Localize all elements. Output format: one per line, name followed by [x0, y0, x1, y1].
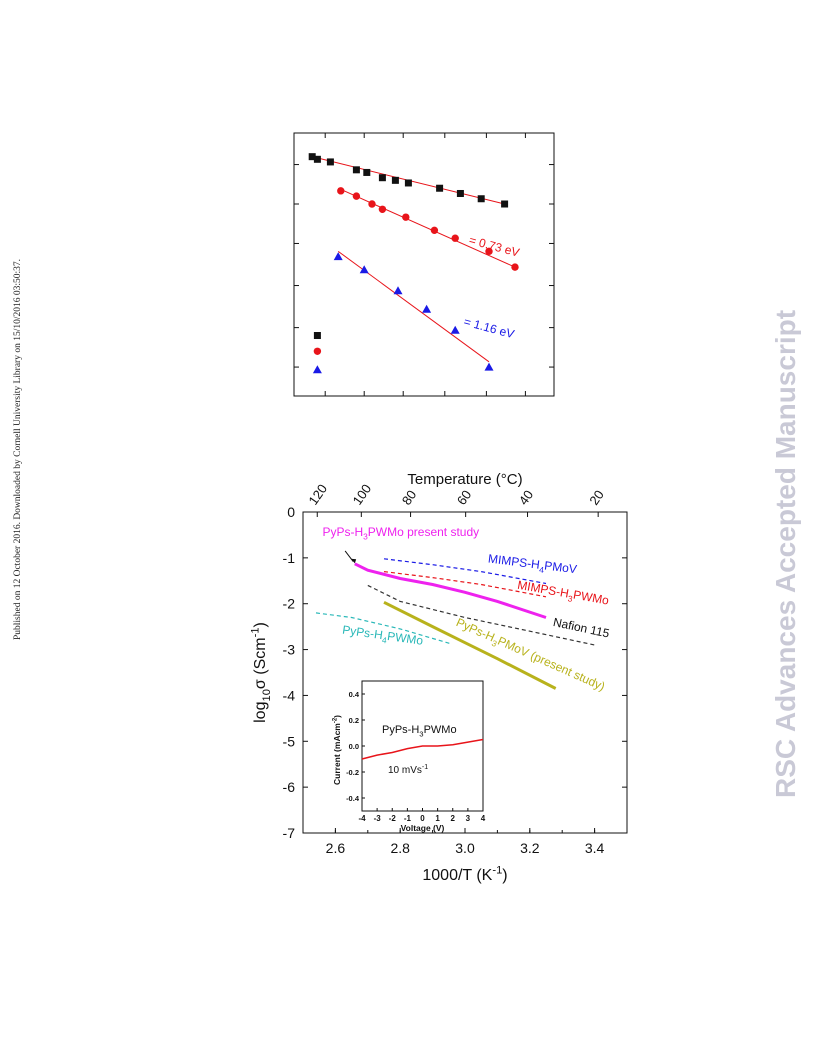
series-line	[354, 562, 547, 619]
y-tick-label: -6	[283, 779, 296, 795]
inset-y-tick-label: 0.2	[349, 716, 359, 725]
x-tick-label: 2.6	[326, 840, 346, 856]
legend-marker	[313, 347, 322, 355]
y-tick-label: -2	[283, 596, 296, 612]
y-tick-label: -4	[283, 687, 296, 703]
series-label: PyPs-H4PWMo	[341, 623, 424, 651]
series-line	[383, 600, 557, 690]
legend-marker	[312, 365, 322, 374]
square-data-point	[436, 184, 444, 192]
label-arrowhead	[350, 558, 357, 564]
inset-y-tick-label: 0.0	[349, 742, 359, 751]
circle-data-point	[368, 200, 376, 208]
triangle-data-point	[450, 325, 460, 334]
circle-data-point	[430, 226, 439, 235]
circle-data-point	[352, 192, 361, 200]
inset-x-tick-label: -1	[404, 814, 412, 823]
series-label: Nafion 115	[552, 615, 611, 641]
series-line	[315, 612, 453, 645]
x-tick-label: 2.8	[390, 840, 410, 856]
top-tick-label: 100	[349, 481, 374, 507]
inset-x-tick-label: 2	[451, 814, 456, 823]
triangle-data-point	[393, 286, 403, 295]
square-data-point	[378, 174, 386, 182]
inset-y-tick-label: -0.4	[346, 794, 360, 803]
y-tick-label: -7	[283, 825, 296, 841]
inset-x-tick-label: 3	[466, 814, 471, 823]
square-data-point	[326, 158, 334, 166]
inset-scan-rate-note: 10 mVs-1	[388, 764, 428, 776]
square-data-point	[456, 189, 464, 197]
inset-x-tick-label: -4	[358, 814, 366, 823]
inset-y-axis-title: Current (mAcm-2)	[332, 715, 342, 785]
series-line	[367, 584, 595, 646]
y-axis-title: log10σ (Scm-1)	[250, 622, 273, 723]
square-data-point	[404, 179, 412, 187]
inset-series-line	[361, 738, 484, 760]
inset-x-tick-label: -3	[374, 814, 382, 823]
inset-x-tick-label: -2	[389, 814, 397, 823]
triangle-data-point	[333, 252, 343, 261]
inset-y-tick-label: -0.2	[346, 768, 359, 777]
x-tick-label: 3.2	[520, 840, 540, 856]
y-tick-label: -5	[283, 733, 296, 749]
circle-data-point	[511, 263, 519, 271]
y-tick-label: 0	[287, 504, 295, 520]
triangle-data-point	[484, 362, 494, 371]
square-data-point	[391, 176, 399, 184]
circle-data-point	[451, 234, 459, 242]
top-tick-label: 20	[586, 487, 607, 507]
series-line	[383, 571, 547, 598]
top-tick-label: 60	[454, 487, 475, 507]
circle-data-point	[485, 247, 493, 256]
top-tick-label: 120	[305, 481, 330, 507]
plot-frame	[293, 132, 555, 397]
inset-x-tick-label: 1	[435, 814, 440, 823]
x-tick-label: 3.0	[455, 840, 475, 856]
series-line	[383, 558, 547, 585]
top-axis-title: Temperature (°C)	[407, 471, 522, 488]
circle-data-point	[402, 213, 410, 221]
triangle-data-point	[422, 304, 432, 313]
square-data-point	[501, 200, 509, 208]
series-label: MIMPS-H4PMoV	[487, 552, 578, 579]
legend-marker	[313, 332, 321, 340]
y-tick-label: -1	[283, 550, 296, 566]
top-tick-label: 40	[516, 487, 537, 507]
x-axis-title: 1000/T (K-1)	[422, 865, 507, 884]
fit-line	[337, 187, 516, 268]
square-data-point	[313, 155, 321, 163]
circle-data-point	[378, 205, 387, 213]
inset-title: PyPs-H3PWMo	[382, 724, 457, 738]
inset-x-tick-label: 0	[420, 814, 425, 823]
square-data-point	[477, 195, 485, 203]
square-data-point	[352, 166, 360, 174]
series-label: PyPs-H3PWMo present study	[322, 525, 479, 542]
inset-y-tick-label: 0.4	[349, 690, 360, 699]
square-data-point	[363, 168, 371, 176]
triangle-data-point	[359, 265, 369, 274]
inset-x-axis-title: Voltage (V)	[401, 823, 445, 833]
top-tick-label: 80	[399, 487, 420, 507]
square-data-point	[308, 153, 316, 161]
y-tick-label: -3	[283, 642, 296, 658]
inset-x-tick-label: 4	[481, 814, 486, 823]
x-tick-label: 3.4	[585, 840, 605, 856]
circle-data-point	[337, 187, 345, 195]
